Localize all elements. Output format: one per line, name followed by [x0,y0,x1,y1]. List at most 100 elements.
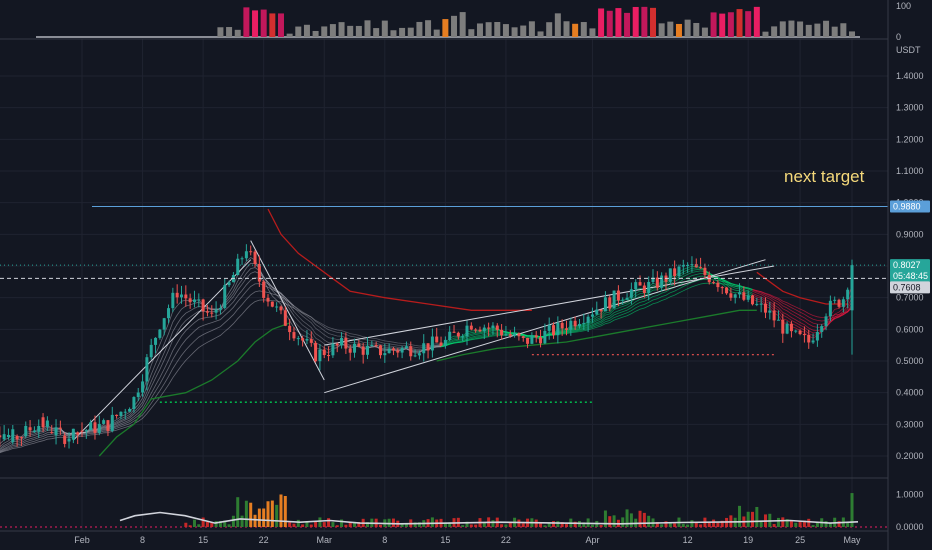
oscillator-bar [753,6,760,38]
ema-line [0,271,295,451]
volume-bar [244,500,248,527]
trend-line [250,240,325,381]
date-tick-label: 8 [382,535,387,545]
candle-body [794,330,798,332]
candle-body [487,327,491,329]
volume-bar [366,522,370,527]
volume-bar [638,510,642,527]
candle-body [370,344,374,346]
ema-line [0,299,295,454]
candle-body [647,281,651,293]
oscillator-bar [606,10,613,38]
volume-bar [772,524,776,527]
candle-body [772,310,776,321]
candle-body [71,428,75,440]
oscillator-bar [347,25,354,37]
candle-body [841,299,845,307]
ema-line [0,267,295,449]
candle-body [508,334,512,336]
oscillator-bar [381,20,388,37]
price-tag-label: 0.8027 [893,260,921,270]
candle-body [556,322,560,336]
date-tick-label: May [843,535,861,545]
candle-body [469,325,473,330]
volume-bar [608,516,612,527]
candle-body [54,427,58,436]
candle-body [296,338,300,340]
candle-body [162,318,166,330]
price-tag-box [890,270,930,283]
oscillator-bar [554,13,561,38]
candle-body [655,277,659,288]
price-tick-label: 0.2000 [896,451,924,461]
volume-bar [647,515,651,527]
candle-body [426,343,430,351]
candle-body [292,332,296,339]
ema-line [0,290,295,453]
oscillator-bar [226,27,233,37]
supertrend-up-line [98,322,290,457]
oscillator-bar [399,27,406,37]
volume-bar [547,522,551,527]
candle-body [110,414,114,431]
volume-bar [612,515,616,527]
volume-bar [781,517,785,527]
candle-body [353,343,357,353]
volume-bar [192,519,196,527]
oscillator-bar [502,24,509,37]
oscillator-bar [234,29,241,37]
volume-bar [751,511,755,527]
volume-bar [837,521,841,527]
oscillator-bar [520,25,527,37]
candle-body [422,343,426,354]
volume-bar [448,522,452,527]
oscillator-bar [788,20,795,37]
candle-body [482,327,486,332]
candle-body [768,310,772,313]
candle-body [197,299,201,301]
candle-body [534,335,538,338]
candle-body [404,346,408,349]
candle-body [396,350,400,353]
oscillator-bar [632,6,639,37]
oscillator-bar [710,12,717,38]
volume-bar [629,513,633,527]
volume-bar [811,525,815,527]
volume-bar [504,524,508,527]
trend-line [72,259,252,441]
candle-body [15,435,19,440]
oscillator-bar [693,22,700,37]
candle-body [651,277,655,282]
volume-bar [257,508,261,527]
candle-body [465,325,469,337]
price-tag-label: 0.9880 [893,201,921,211]
candle-body [305,339,309,341]
price-tag-label: 0.7608 [893,282,921,292]
candle-body [539,337,543,344]
volume-bar [738,505,742,527]
candle-body [192,299,196,303]
oscillator-bar [252,10,259,37]
price-panel[interactable] [0,205,888,465]
oscillator-bar [831,26,838,37]
volume-bar [327,518,331,527]
candle-body [703,267,707,275]
candle-body [785,323,789,334]
candle-body [759,303,763,305]
candle-body [798,330,802,335]
oscillator-bar [329,24,336,37]
candle-body [491,325,495,328]
oscillator-bar [217,27,224,37]
oscillator-bar [641,6,648,38]
candle-body [283,310,287,326]
candle-body [776,319,780,321]
volume-bar [443,522,447,527]
volume-bar [681,523,685,527]
ema-line [0,262,295,448]
candle-body [417,353,421,356]
oscillator-bar [546,22,553,37]
candle-body [560,322,564,329]
volume-bar [184,522,188,527]
oscillator-bar [797,21,804,37]
